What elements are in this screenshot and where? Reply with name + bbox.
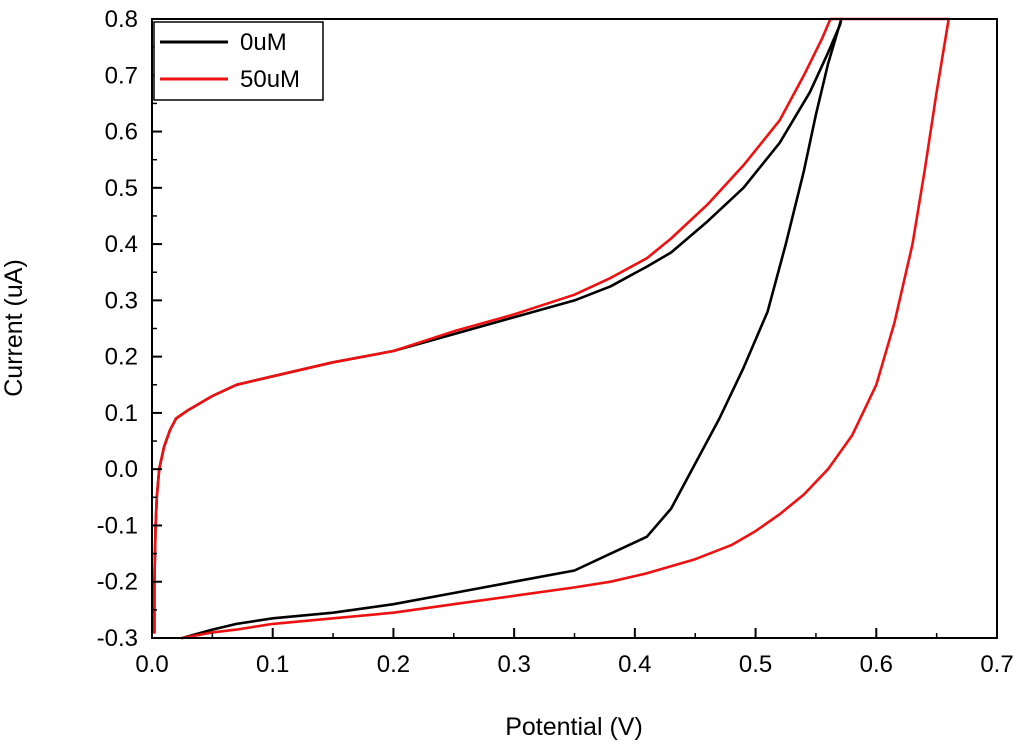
x-tick-label: 0.4 <box>618 651 651 678</box>
x-tick-label: 0.0 <box>135 651 168 678</box>
series-line-50uM <box>153 17 951 640</box>
y-tick-label: 0.5 <box>105 175 138 202</box>
y-axis-title: Current (uA) <box>0 259 28 397</box>
y-tick-label: 0.8 <box>105 6 138 33</box>
x-tick-label: 0.7 <box>980 651 1013 678</box>
y-tick-label: 0.1 <box>105 400 138 427</box>
ticks-layer: 0.0 0.1 0.2 0.3 0.4 0.5 0.6 0.7 -0.3 -0.2 -0.1 0.0 0… <box>97 6 1014 678</box>
x-tick-label: 0.6 <box>860 651 893 678</box>
legend-label-0uM: 0uM <box>240 29 287 56</box>
y-tick-label: -0.2 <box>97 569 138 596</box>
y-tick-label: -0.1 <box>97 512 138 539</box>
y-tick-label: 0.3 <box>105 287 138 314</box>
legend: 0uM 50uM <box>153 21 324 101</box>
x-tick-label: 0.3 <box>497 651 530 678</box>
legend-box <box>153 21 324 101</box>
y-tick-label: 0.0 <box>105 456 138 483</box>
y-tick-label: 0.6 <box>105 119 138 146</box>
y-tick-label: 0.4 <box>105 231 138 258</box>
series-layer <box>153 17 951 640</box>
x-tick-label: 0.5 <box>739 651 772 678</box>
y-tick-label: 0.7 <box>105 62 138 89</box>
x-tick-label: 0.1 <box>256 651 289 678</box>
legend-label-50uM: 50uM <box>240 66 300 93</box>
y-tick-label: -0.3 <box>97 625 138 652</box>
x-axis-title: Potential (V) <box>505 713 643 741</box>
x-tick-label: 0.2 <box>377 651 410 678</box>
y-tick-label: 0.2 <box>105 344 138 371</box>
